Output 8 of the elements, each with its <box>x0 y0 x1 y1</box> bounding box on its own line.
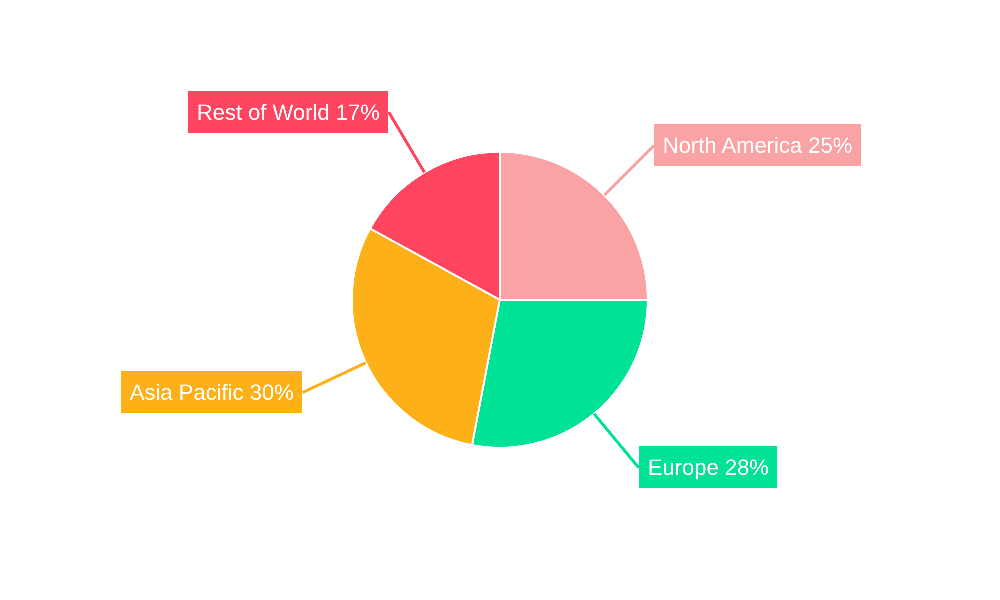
data-label: 17% <box>336 100 380 125</box>
data-label: 25% <box>808 133 853 158</box>
slice-label: Rest of World <box>197 100 330 125</box>
slice-label: North America <box>663 133 804 158</box>
slice-label: Asia Pacific <box>130 380 244 405</box>
slice-label: Europe <box>648 455 719 480</box>
data-label: 28% <box>725 455 770 480</box>
data-label: 30% <box>250 380 294 405</box>
